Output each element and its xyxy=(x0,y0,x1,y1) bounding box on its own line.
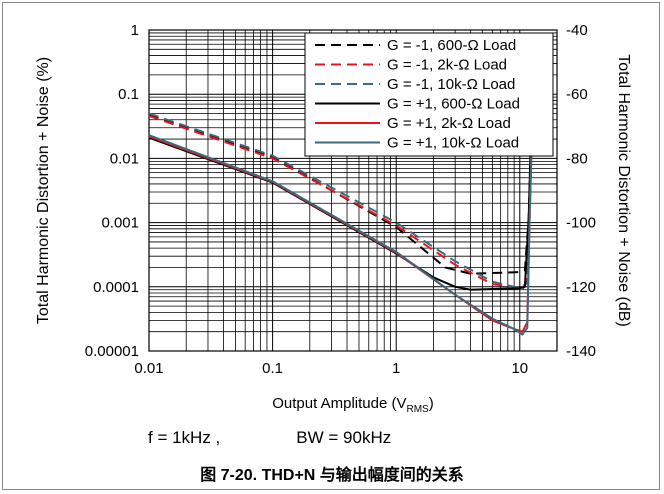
y-tick-label-left: 0.001 xyxy=(101,215,139,232)
legend-label: G = +1, 600-Ω Load xyxy=(387,96,520,113)
y-axis-label-right: Total Harmonic Distortion + Noise (dB) xyxy=(615,54,632,327)
x-tick-label: 0.1 xyxy=(262,360,283,377)
bandwidth-condition: BW = 90kHz xyxy=(296,428,392,447)
x-axis-label-end: ) xyxy=(429,395,434,412)
legend-label: G = +1, 2k-Ω Load xyxy=(387,115,511,132)
test-conditions: f = 1kHz , BW = 90kHz xyxy=(148,428,391,448)
y-tick-label-left: 0.00001 xyxy=(85,343,139,360)
y-tick-label-right: -60 xyxy=(566,86,588,103)
y-tick-label-right: -140 xyxy=(566,343,596,360)
plot-border xyxy=(148,29,558,352)
x-tick-label: 0.01 xyxy=(134,360,163,377)
series-line xyxy=(148,63,535,336)
y-tick-label-left: 0.1 xyxy=(118,86,139,103)
legend-label: G = -1, 2k-Ω Load xyxy=(387,57,507,74)
legend-box xyxy=(304,32,554,157)
x-tick-label: 1 xyxy=(392,360,400,377)
legend: G = -1, 600-Ω Load G = -1, 2k-Ω Load G = -… xyxy=(304,32,554,157)
x-tick-label: 10 xyxy=(511,360,528,377)
y-tick-label-left: 0.0001 xyxy=(93,279,139,296)
thd-n-chart: 0.01 0.1 1 10 1 0.1 0.01 0.001 0.0001 0.00001 -40 -… xyxy=(35,22,632,415)
tick-label-layer: 0.01 0.1 1 10 1 0.1 0.01 0.001 0.0001 0.00001 -40 -… xyxy=(85,22,596,377)
y-tick-label-right: -80 xyxy=(566,150,588,167)
figure-caption: 图 7-20. THD+N 与输出幅度间的关系 xyxy=(200,467,464,484)
frequency-condition: f = 1kHz , xyxy=(148,428,221,447)
legend-label: G = -1, 600-Ω Load xyxy=(387,37,516,54)
y-tick-label-left: 1 xyxy=(131,22,139,39)
x-axis-label-main: Output Amplitude (V xyxy=(272,395,406,412)
figure-frame xyxy=(2,2,660,490)
x-axis-label-subscript: RMS xyxy=(407,404,430,415)
y-tick-label-right: -120 xyxy=(566,279,596,296)
x-axis-label: Output Amplitude (VRMS) xyxy=(272,395,433,415)
y-axis-label-left: Total Harmonic Distortion + Noise (%) xyxy=(35,57,52,324)
y-tick-label-right: -100 xyxy=(566,215,596,232)
series-layer xyxy=(148,63,535,336)
y-tick-label-left: 0.01 xyxy=(110,150,139,167)
y-tick-label-right: -40 xyxy=(566,22,588,39)
legend-label: G = -1, 10k-Ω Load xyxy=(387,76,515,93)
legend-label: G = +1, 10k-Ω Load xyxy=(387,135,519,152)
